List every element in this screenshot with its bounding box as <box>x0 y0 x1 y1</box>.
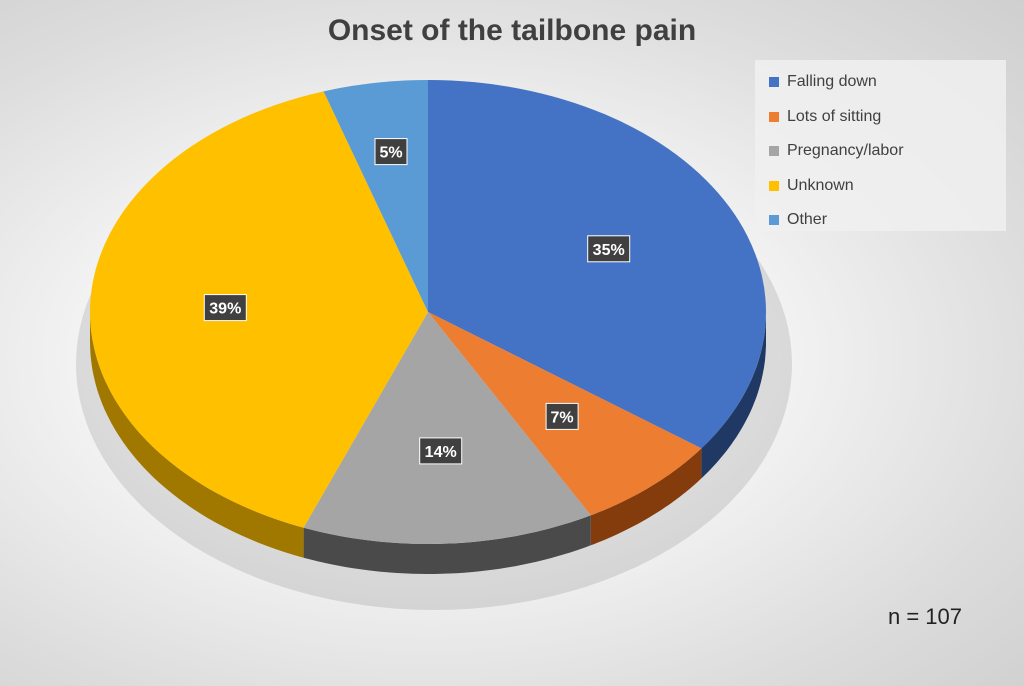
svg-text:5%: 5% <box>379 145 402 162</box>
sample-size-note: n = 107 <box>888 604 963 629</box>
pie-side-pregnancy-labor <box>303 515 591 574</box>
legend-item-pregnancy-labor: Pregnancy/labor <box>769 134 1006 169</box>
legend-label: Lots of sitting <box>787 107 882 125</box>
legend-item-falling-down: Falling down <box>769 65 1006 100</box>
pie-side-unknown <box>90 312 304 558</box>
pie-slice-pregnancy-labor <box>303 312 591 544</box>
data-label-other: 5% <box>374 138 408 166</box>
data-label-lots-of-sitting: 7% <box>545 402 579 430</box>
data-label-pregnancy-labor: 14% <box>419 437 463 465</box>
pie-slice-unknown <box>89 91 429 528</box>
legend-label: Falling down <box>787 73 877 91</box>
legend-swatch <box>769 146 779 157</box>
legend-label: Pregnancy/labor <box>787 142 904 160</box>
svg-text:14%: 14% <box>425 444 457 461</box>
pie-slice-falling-down <box>428 80 767 449</box>
legend-label: Other <box>787 211 828 229</box>
pie-side-lots-of-sitting <box>590 448 702 546</box>
legend-item-other: Other <box>769 203 1006 238</box>
legend-swatch <box>769 111 779 122</box>
svg-text:35%: 35% <box>593 242 625 259</box>
pie-slice-other <box>323 80 428 312</box>
pie-side-falling-down <box>701 312 766 479</box>
legend-label: Unknown <box>787 176 854 194</box>
svg-text:39%: 39% <box>209 301 241 318</box>
legend: Falling down Lots of sitting Pregnancy/lab… <box>755 60 1006 231</box>
legend-swatch <box>769 180 779 191</box>
data-label-falling-down: 35% <box>587 235 631 263</box>
legend-swatch <box>769 215 779 226</box>
legend-swatch <box>769 77 779 88</box>
legend-item-unknown: Unknown <box>769 169 1006 204</box>
legend-item-lots-of-sitting: Lots of sitting <box>769 100 1006 135</box>
svg-text:7%: 7% <box>551 409 574 426</box>
data-label-unknown: 39% <box>203 294 247 322</box>
chart-title: Onset of the tailbone pain <box>327 14 697 47</box>
